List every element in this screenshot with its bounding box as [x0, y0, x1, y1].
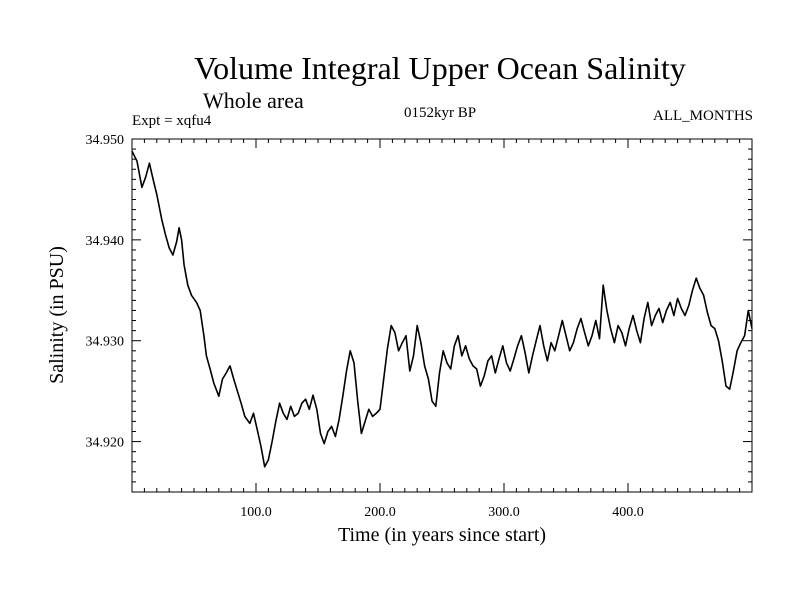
- chart-title: Volume Integral Upper Ocean Salinity: [194, 50, 686, 86]
- chart-subtitle: Whole area: [203, 88, 304, 113]
- y-tick-label: 34.940: [86, 234, 125, 249]
- x-tick-label: 200.0: [364, 505, 396, 520]
- salinity-series-line: [131, 150, 753, 468]
- months-label: ALL_MONTHS: [653, 108, 753, 124]
- y-tick-label: 34.920: [86, 436, 125, 451]
- x-axis-label: Time (in years since start): [338, 524, 546, 546]
- x-tick-label: 300.0: [488, 505, 520, 520]
- x-tick-label: 100.0: [240, 505, 272, 520]
- axis-tick-labels: 100.0 200.0 300.0 400.0 34.920 34.930 34.940 34…: [86, 133, 644, 520]
- period-label: 0152kyr BP: [403, 105, 477, 121]
- plot-frame: [131, 138, 753, 493]
- axis-ticks: [132, 139, 752, 492]
- experiment-label: Expt = xqfu4: [132, 113, 212, 129]
- y-axis-label: Salinity (in PSU): [46, 246, 68, 384]
- y-tick-label: 34.930: [86, 335, 125, 350]
- x-tick-label: 400.0: [612, 505, 644, 520]
- y-tick-label: 34.950: [86, 133, 125, 148]
